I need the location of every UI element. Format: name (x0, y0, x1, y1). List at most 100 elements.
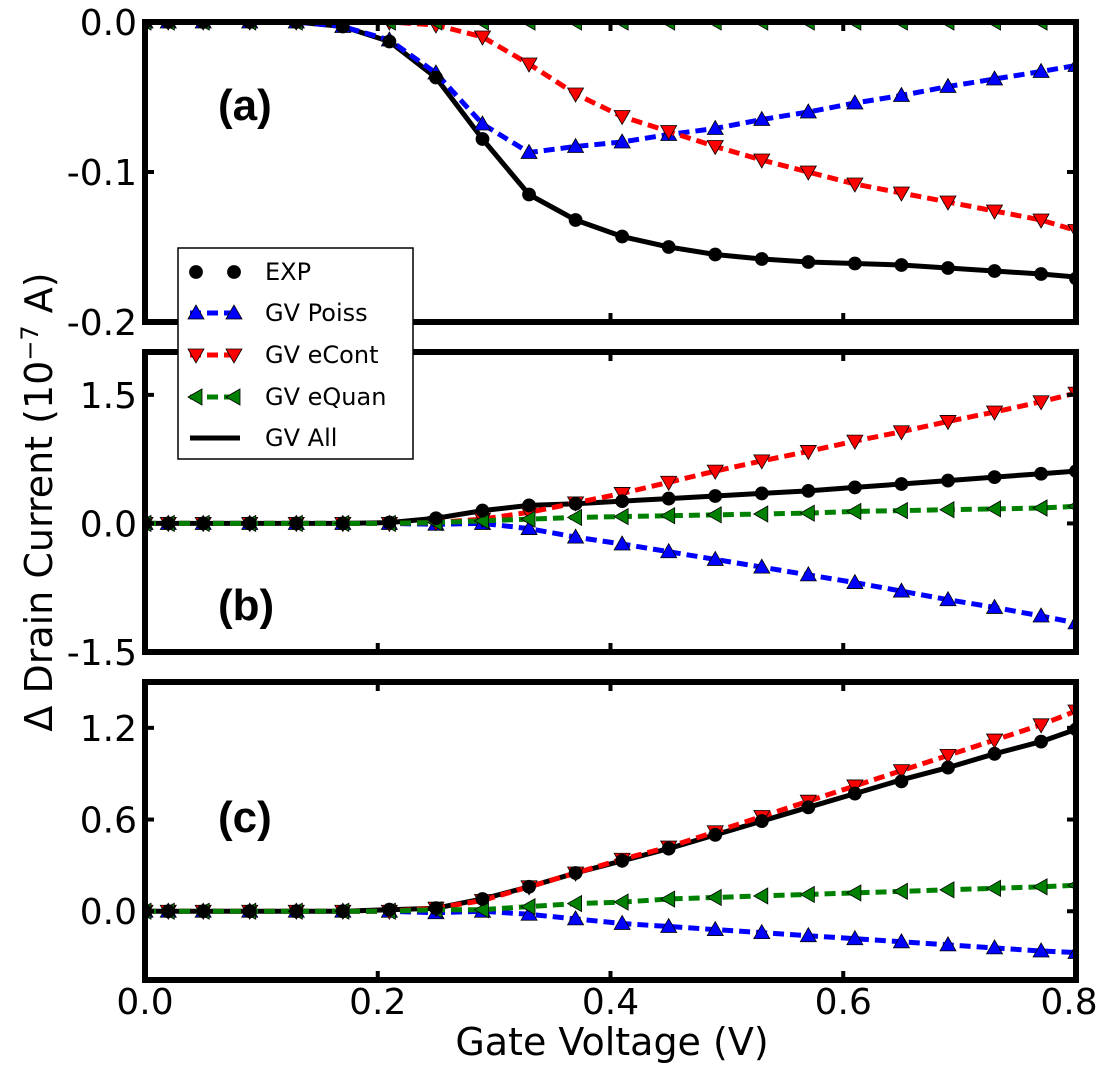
panel-b-ytick-label: 1.5 (80, 376, 137, 417)
legend-all-label: GV All (265, 424, 337, 452)
panel-c-econt-point (985, 733, 1004, 749)
legend-exp-marker-2 (227, 265, 241, 279)
panel-b-tag: (b) (218, 581, 274, 630)
x-tick-label: 0.0 (116, 982, 173, 1023)
legend-econt-marker-2 (225, 348, 243, 364)
panel-c-exp-point (615, 853, 630, 868)
panel-a-frame (142, 19, 1079, 325)
legend-econt-label: GV eCont (265, 341, 378, 369)
panel-c-equan-point (846, 884, 862, 902)
panel-b-poiss-point (892, 582, 911, 598)
panel-a-econt-point (706, 140, 724, 156)
panel-c-equan-point (520, 897, 536, 916)
panel-c-equan-point (659, 890, 676, 908)
panel-b-econt-point (846, 434, 864, 450)
panel-a-poiss-point (892, 86, 911, 102)
panel-c-equan-point (1032, 878, 1048, 896)
panel-a-econt-point (659, 125, 678, 141)
legend-entry-equan: GV eQuan (187, 383, 386, 411)
panel-c-equan-line (145, 882, 1076, 914)
panel-b-exp-point (382, 515, 397, 530)
panel-c-poiss-point (939, 936, 957, 952)
panel-a-poiss-point (473, 115, 492, 131)
panel-c-econt-line (145, 708, 1076, 914)
panel-c-exp-point (475, 892, 490, 906)
panel-c-equan-point (566, 894, 582, 913)
x-tick-label: 0.8 (1040, 982, 1097, 1023)
panel-b-equan-point (846, 502, 862, 521)
y-axis-title-unit: A) (17, 272, 61, 325)
panel-a-econt-point (613, 110, 631, 126)
panel-c-poiss-point (892, 932, 911, 949)
panel-c-series-all (145, 727, 1076, 914)
panel-a-exp-point (475, 132, 490, 146)
panel-a-econt-point (939, 195, 957, 211)
panel-a: 0.0 -0.1 -0.2 (a) (67, 3, 1079, 344)
panel-b-econt-point (753, 454, 771, 470)
panel-a-exp-point (708, 247, 723, 262)
panel-c-equan-point (706, 888, 722, 907)
panel-c: 1.2 0.6 0.0 (c) (80, 679, 1079, 983)
panel-a-tag: (a) (218, 81, 272, 130)
panel-a-poiss-point (753, 110, 771, 126)
legend-equan-marker-1 (187, 388, 203, 406)
panel-c-econt-point (892, 764, 911, 780)
panel-a-series-poiss (145, 22, 1076, 159)
panel-c-series-exp (145, 722, 1076, 919)
panel-a-exp-point (429, 70, 443, 85)
panel-a-econt-point (1032, 213, 1050, 229)
legend: EXP GV Poiss GV eCont GV eQuan GV All (177, 247, 414, 460)
panel-c-tag: (c) (218, 793, 272, 842)
panel-c-exp-point (289, 904, 304, 919)
panel-c-frame (142, 679, 1079, 983)
panel-a-series-exp (145, 22, 1076, 286)
panel-a-exp-point (661, 240, 676, 254)
panel-b-econt-point (659, 475, 678, 492)
x-tick-label: 0.2 (349, 982, 406, 1023)
panel-a-ytick-label: 0.0 (80, 3, 137, 44)
panel-b-series-exp (145, 464, 1076, 531)
panel-b-exp-point (708, 489, 723, 503)
panel-c-exp-point (522, 879, 536, 894)
panel-a-ytick-label: -0.2 (67, 303, 137, 344)
panel-b-equan-point (799, 504, 815, 522)
panel-a-exp-point (894, 258, 909, 272)
panel-c-poiss-point (706, 920, 724, 936)
panel-c-poiss-point (753, 923, 771, 940)
panel-c-exp-point (196, 904, 211, 919)
panel-a-econt-point (753, 153, 771, 169)
panel-b-exp-point (475, 503, 490, 518)
y-axis-title-exponent: −7 (16, 325, 44, 360)
panel-c-poiss-point (799, 926, 818, 943)
panel-a-econt-point (566, 87, 585, 103)
panel-b-frame (142, 349, 1079, 655)
panel-c-equan-point (799, 885, 815, 904)
panel-a-econt-line (145, 22, 1076, 233)
panel-c-poiss-point (613, 914, 631, 930)
panel-c-series-econt (145, 704, 1076, 921)
panel-b-poiss-line (145, 520, 1076, 626)
legend-entry-poiss: GV Poiss (187, 299, 368, 327)
panel-a-econt-point (799, 165, 818, 181)
x-tick-label: 0.6 (815, 982, 872, 1023)
panel-a-poiss-point (939, 77, 957, 93)
panel-a-poiss-point (846, 94, 864, 110)
panel-b-exp-point (754, 486, 769, 501)
panel-c-equan-point (613, 893, 629, 911)
panel-c-all-line (145, 727, 1076, 914)
legend-poiss-marker-1 (187, 304, 205, 320)
panel-b-equan-point (1032, 499, 1048, 517)
panel-c-equan-point (752, 887, 769, 905)
panel-a-exp-point (382, 34, 397, 49)
y-axis-title: Δ Drain Current (10−7 A) (16, 272, 61, 731)
panel-c-exp-point (847, 786, 862, 801)
panel-b-equan-point (985, 500, 1001, 518)
panel-b-poiss-point (1032, 607, 1050, 623)
panel-c-poiss-point (985, 939, 1004, 955)
panel-b-exp-point (987, 470, 1002, 485)
panel-c-exp-point (335, 904, 350, 919)
x-tick-label: 0.4 (582, 982, 639, 1023)
panel-a-poiss-point (985, 70, 1004, 86)
panel-b-equan-point (892, 501, 908, 520)
